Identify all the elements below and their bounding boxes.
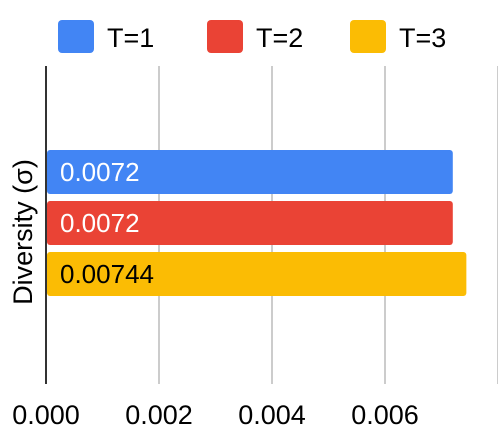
y-axis-title: Diversity (σ) <box>8 159 38 305</box>
bar-t-2 <box>47 201 453 245</box>
bar-t-1 <box>47 150 453 194</box>
legend-label: T=3 <box>399 23 446 53</box>
axes: 0.000 0.002 0.004 0.006 <box>12 66 419 430</box>
x-tick-label: 0.004 <box>238 400 306 430</box>
bar-t-3 <box>47 252 467 296</box>
data-labels: 0.0072 0.0072 0.00744 <box>60 157 154 289</box>
bars <box>47 150 467 296</box>
data-label: 0.00744 <box>60 259 154 289</box>
data-label: 0.0072 <box>60 157 140 187</box>
data-label: 0.0072 <box>60 208 140 238</box>
legend-swatch <box>58 20 94 53</box>
x-tick-label: 0.002 <box>125 400 193 430</box>
legend: T=1 T=2 T=3 <box>58 20 446 53</box>
x-tick-label: 0.006 <box>351 400 419 430</box>
legend-label: T=2 <box>256 23 303 53</box>
x-tick-label: 0.000 <box>12 400 80 430</box>
legend-swatch <box>207 20 243 53</box>
legend-swatch <box>350 20 386 53</box>
legend-label: T=1 <box>107 23 154 53</box>
